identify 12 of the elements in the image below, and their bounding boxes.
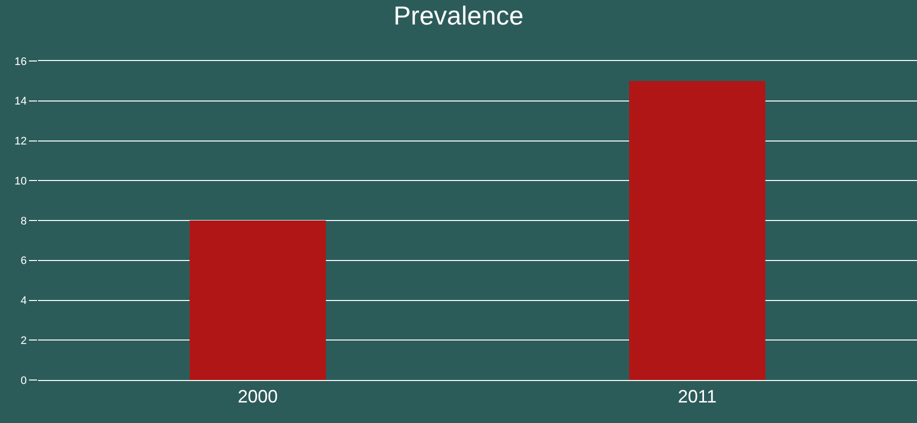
y-tick-label: 2 <box>20 334 27 347</box>
y-tick-label: 16 <box>14 56 27 68</box>
y-tick-label: 12 <box>14 136 27 148</box>
x-tick-label: 2000 <box>238 386 278 407</box>
y-tick-label: 14 <box>14 96 27 108</box>
y-tick-label: 8 <box>20 215 27 228</box>
y-tick-label: 10 <box>14 175 27 188</box>
y-tick-label: 6 <box>20 255 27 268</box>
y-tick-label: 0 <box>20 374 27 387</box>
y-tick-label: 4 <box>20 295 27 308</box>
chart-title: Prevalence <box>393 0 524 31</box>
x-tick-label: 2011 <box>678 386 717 407</box>
